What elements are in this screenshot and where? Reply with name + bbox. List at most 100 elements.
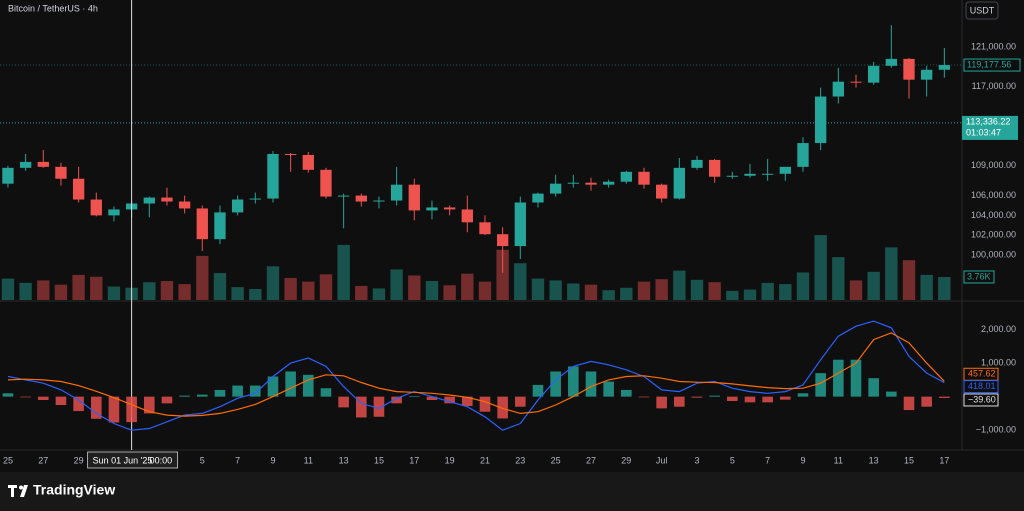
candle-body bbox=[426, 207, 438, 211]
volume-bar bbox=[602, 290, 615, 300]
volume-bar bbox=[337, 244, 350, 300]
last-price-label: 119,177.56 bbox=[967, 59, 1011, 69]
crosshair-time: 00:00 bbox=[150, 455, 173, 465]
histogram-bar bbox=[161, 396, 173, 404]
histogram-bar bbox=[833, 359, 844, 397]
histogram-bar bbox=[515, 396, 526, 407]
volume-bar bbox=[107, 286, 121, 300]
volume-bar bbox=[531, 278, 545, 300]
candle-body bbox=[514, 202, 526, 247]
candle-body bbox=[885, 58, 897, 66]
macd-value-label: 418.01 bbox=[968, 381, 996, 391]
macd-line bbox=[7, 320, 945, 431]
histogram-bar bbox=[497, 396, 508, 419]
histogram-bar bbox=[90, 396, 102, 419]
logo-slash bbox=[20, 485, 28, 497]
time-tick-label: 15 bbox=[904, 455, 914, 465]
candle-body bbox=[196, 208, 208, 240]
candle-body bbox=[90, 199, 102, 216]
footer-bar bbox=[0, 472, 1024, 511]
time-tick-label: 9 bbox=[800, 455, 805, 465]
candle-body bbox=[2, 167, 14, 184]
candle-body bbox=[815, 96, 827, 144]
logo-mark bbox=[8, 485, 17, 497]
time-tick-label: 11 bbox=[304, 455, 313, 465]
histogram-bar bbox=[55, 396, 67, 406]
candle-body bbox=[461, 209, 473, 223]
volume-bar bbox=[567, 283, 580, 300]
volume-bar bbox=[743, 289, 757, 300]
crosshair-label-box bbox=[87, 451, 179, 469]
histogram-bar bbox=[709, 395, 720, 397]
currency-button[interactable] bbox=[965, 1, 999, 20]
histogram-bar bbox=[903, 396, 915, 411]
time-tick-label: 5 bbox=[730, 455, 735, 465]
candle-body bbox=[903, 58, 915, 80]
histogram-bar bbox=[73, 396, 84, 412]
time-tick-label: 21 bbox=[480, 455, 490, 465]
price-tick-label: 121,000.00 bbox=[971, 41, 1016, 51]
histogram-bar bbox=[143, 396, 155, 414]
price-tick-label: 100,000.00 bbox=[971, 249, 1016, 259]
candle-body bbox=[302, 154, 314, 170]
histogram-bar bbox=[249, 385, 261, 397]
volume-bar bbox=[213, 273, 227, 300]
candle-body bbox=[178, 201, 191, 209]
histogram-bar bbox=[638, 396, 650, 398]
currency-label[interactable]: USDT bbox=[970, 5, 995, 15]
volume-bar bbox=[814, 235, 827, 300]
volume-bar bbox=[673, 270, 686, 300]
brand-logo[interactable]: TradingView bbox=[8, 482, 115, 498]
volume-bar bbox=[178, 284, 191, 300]
histogram-bar bbox=[532, 384, 544, 397]
brand-name[interactable]: TradingView bbox=[33, 482, 115, 498]
time-tick-label: 23 bbox=[515, 455, 525, 465]
candle-body bbox=[655, 184, 668, 199]
price-tick-label: 109,000.00 bbox=[971, 160, 1016, 170]
symbol-title: Bitcoin / TetherUS · 4h bbox=[8, 3, 98, 13]
histogram-bar bbox=[373, 396, 385, 417]
candle-body bbox=[620, 171, 632, 182]
volume-bar bbox=[408, 275, 421, 300]
price-countdown: 01:03:47 bbox=[966, 127, 1001, 137]
volume-bar bbox=[19, 282, 32, 300]
histogram-bar bbox=[232, 385, 243, 397]
histogram-bar bbox=[2, 393, 14, 397]
volume-bar bbox=[902, 260, 916, 300]
candle-body bbox=[673, 167, 685, 199]
candle-body bbox=[108, 209, 120, 216]
macd-tick-label: −1,000.00 bbox=[976, 425, 1016, 435]
time-tick-label: Jul bbox=[656, 455, 668, 465]
volume-bar bbox=[637, 281, 651, 300]
histogram-bar bbox=[603, 381, 614, 397]
volume-bar bbox=[726, 290, 739, 300]
histogram-bar bbox=[691, 396, 703, 398]
candle-body bbox=[532, 193, 544, 203]
volume-bar bbox=[708, 282, 721, 300]
volume-bar bbox=[832, 257, 845, 300]
candle-body bbox=[938, 65, 950, 70]
candle-body bbox=[19, 161, 32, 168]
histogram-bar bbox=[656, 396, 667, 409]
histogram-bar bbox=[585, 371, 597, 397]
histogram-bar bbox=[780, 396, 791, 400]
candle-body bbox=[921, 69, 933, 80]
volume-bar bbox=[249, 288, 262, 300]
candle-body bbox=[850, 81, 862, 83]
volume-bar bbox=[302, 281, 315, 300]
price-tick-label: 106,000.00 bbox=[971, 190, 1016, 200]
time-tick-label: 17 bbox=[409, 455, 419, 465]
time-tick-label: 7 bbox=[235, 455, 240, 465]
volume-bar bbox=[867, 271, 880, 300]
histogram-bar bbox=[20, 396, 31, 398]
histogram-bar bbox=[426, 396, 438, 400]
candle-body bbox=[373, 200, 385, 202]
volume-bar bbox=[37, 280, 50, 300]
candle-body bbox=[143, 197, 155, 204]
volume-bar bbox=[390, 269, 403, 300]
histogram-bar bbox=[214, 389, 226, 397]
candle-body bbox=[320, 169, 332, 197]
volume-bar bbox=[779, 284, 792, 300]
time-tick-label: 25 bbox=[551, 455, 561, 465]
